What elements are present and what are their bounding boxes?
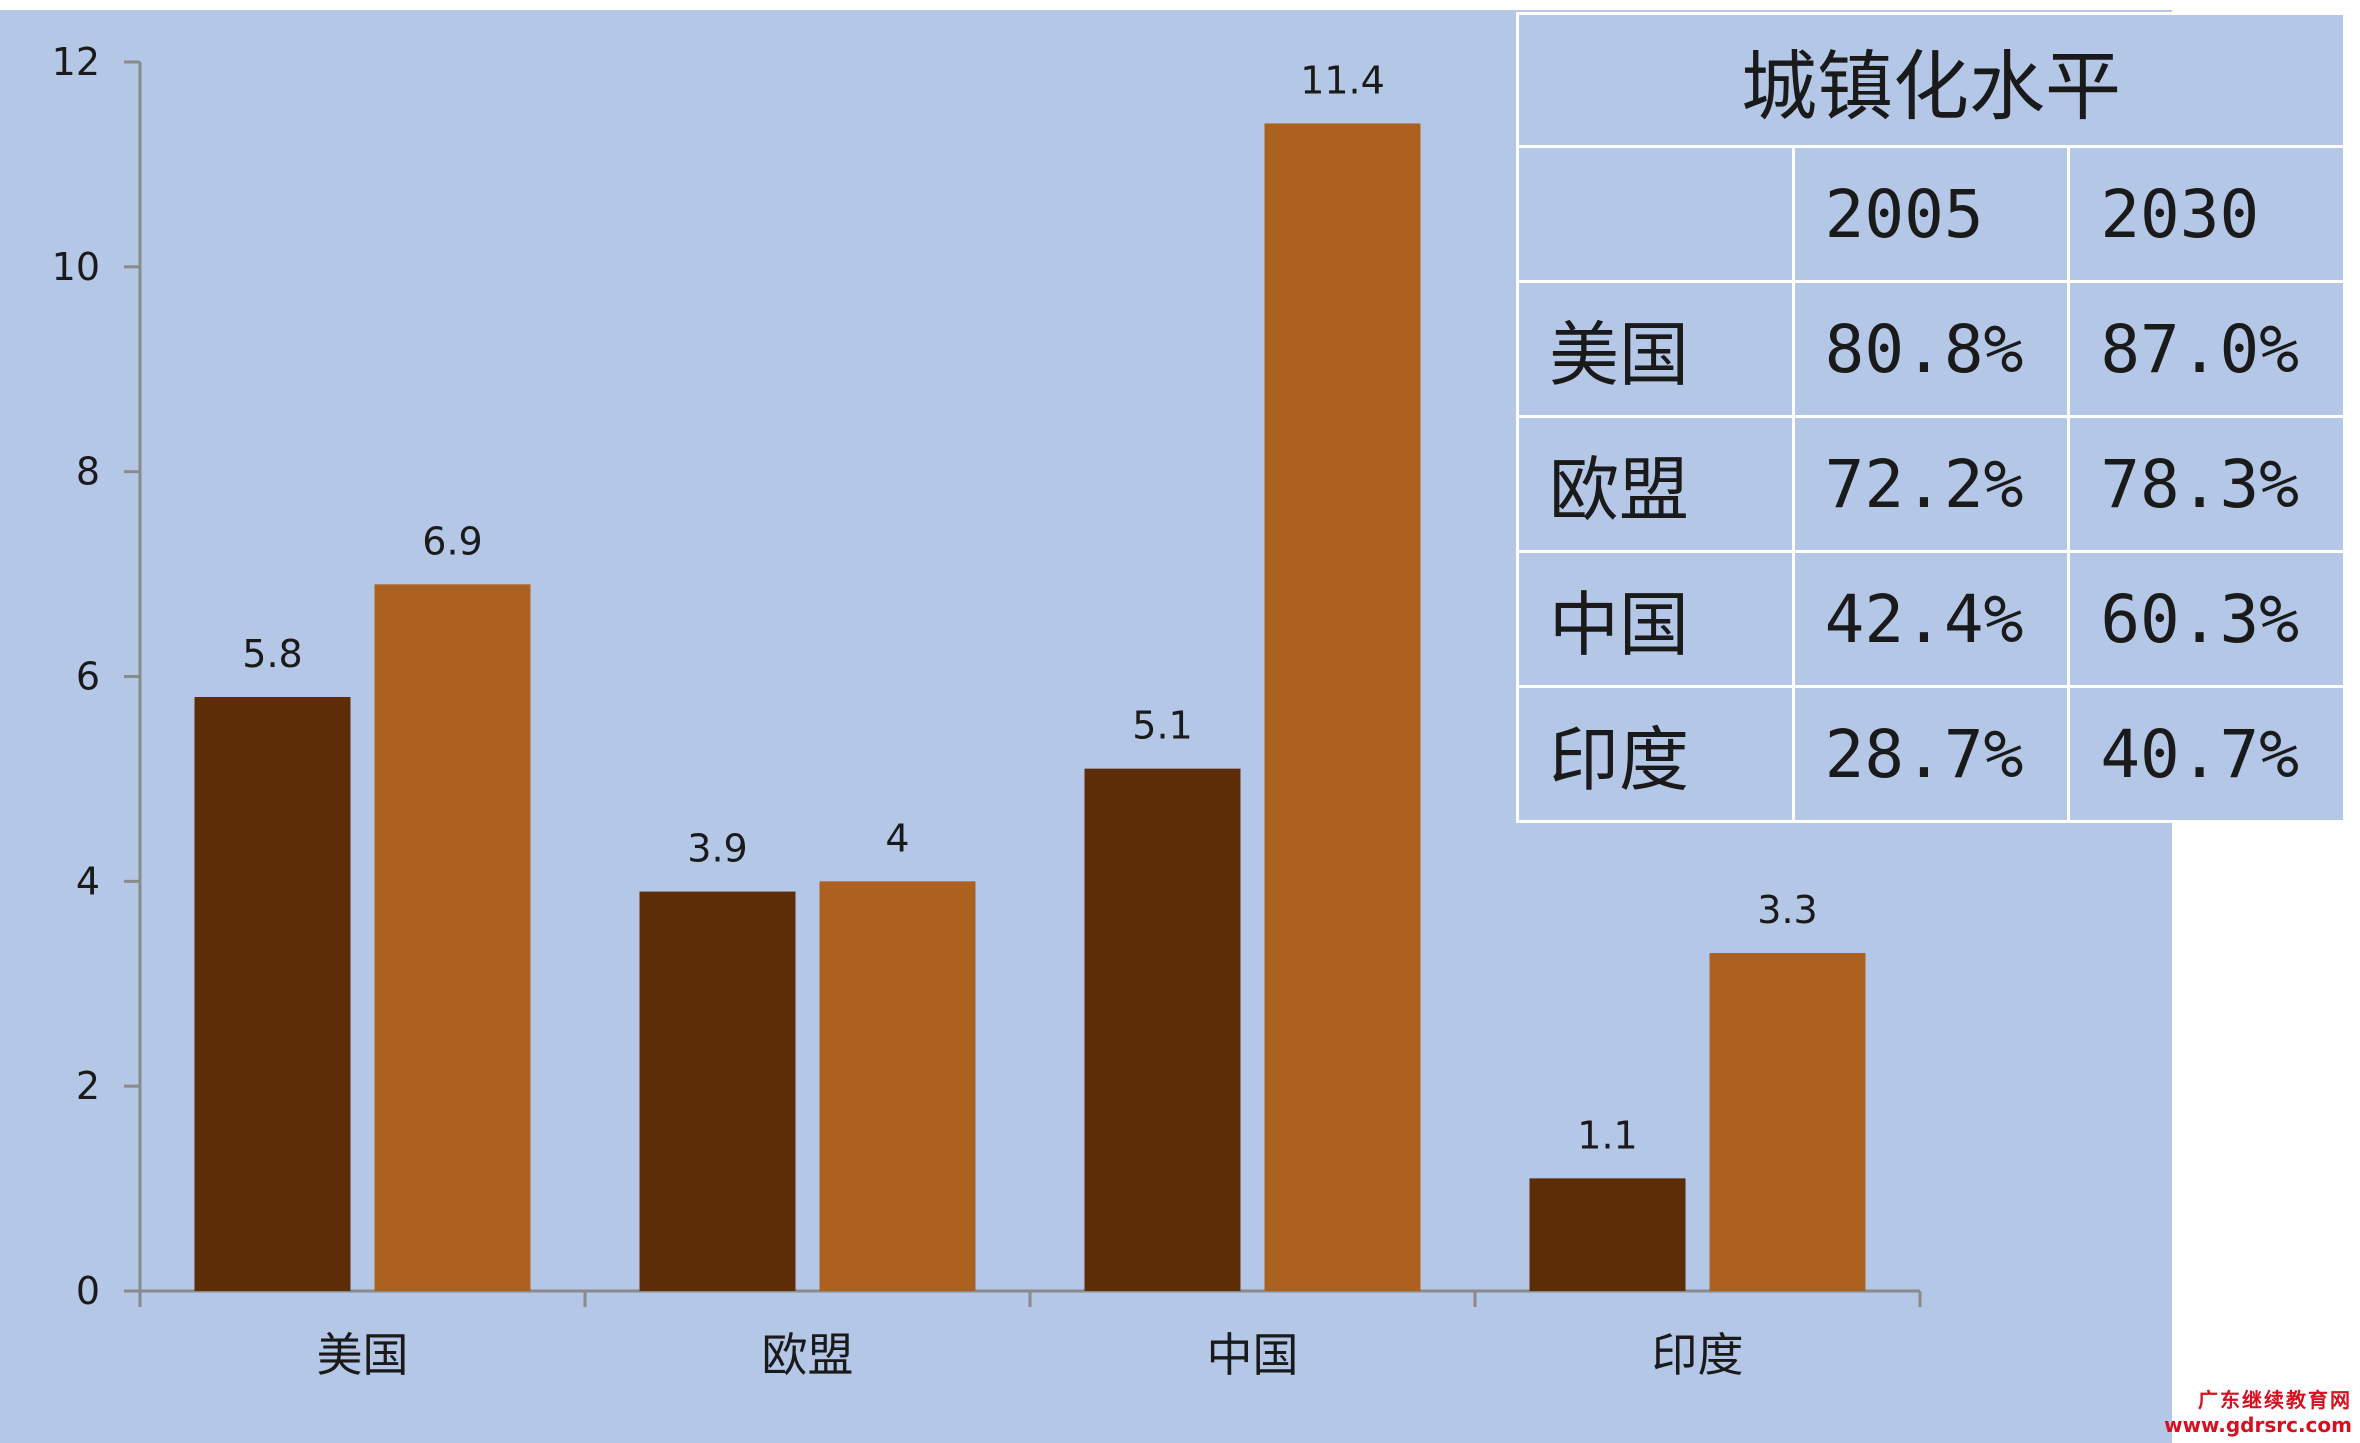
x-category-label: 中国 [1207,1328,1299,1382]
cell-2030: 60.3% [2067,550,2346,688]
watermark-title: 广东继续教育网 [2198,1388,2352,1412]
table-row: 印度 28.7% 40.7% [1516,685,2346,823]
y-tick-label: 2 [76,1064,100,1108]
table-corner [1516,145,1795,283]
cell-2005: 80.8% [1791,280,2071,418]
bar [1529,1178,1686,1291]
bar [374,584,531,1291]
x-category-label: 欧盟 [762,1328,854,1382]
bar [194,696,351,1291]
y-tick-label: 10 [52,245,100,289]
row-label: 欧盟 [1516,415,1795,553]
y-tick-label: 12 [52,40,100,84]
table-row: 美国 80.8% 87.0% [1516,280,2346,418]
cell-2005: 42.4% [1791,550,2071,688]
x-category-label: 美国 [317,1328,409,1382]
row-label: 美国 [1516,280,1795,418]
bar [819,881,976,1291]
data-labels: 5.8 3.9 5.1 1.1 6.9 4 11.4 3.3 [242,58,1817,1157]
y-tick-label: 4 [76,859,100,903]
data-label: 3.9 [687,827,747,871]
x-category-label: 印度 [1652,1328,1744,1382]
bar [1264,123,1421,1292]
data-label: 1.1 [1577,1113,1637,1157]
y-axis: 0 2 4 6 8 10 12 [52,40,142,1313]
data-label: 4 [885,816,909,860]
cell-2030: 87.0% [2067,280,2346,418]
data-label: 3.3 [1757,888,1817,932]
table-row: 中国 42.4% 60.3% [1516,550,2346,688]
watermark-url: www.gdrsrc.com [2164,1413,2352,1437]
year-header-2005: 2005 [1791,145,2071,283]
cell-2005: 28.7% [1791,685,2071,823]
table-row: 欧盟 72.2% 78.3% [1516,415,2346,553]
table-title: 城镇化水平 [1516,12,2346,148]
bar [639,891,796,1291]
watermark: 广东继续教育网 www.gdrsrc.com [2164,1384,2352,1437]
row-label: 印度 [1516,685,1795,823]
bar [1709,953,1866,1291]
cell-2005: 72.2% [1791,415,2071,553]
cell-2030: 78.3% [2067,415,2346,553]
bar [1084,768,1241,1291]
y-tick-label: 8 [76,450,100,494]
data-label: 5.8 [242,632,302,676]
y-tick-label: 0 [76,1269,100,1313]
bars [194,123,1866,1292]
row-label: 中国 [1516,550,1795,688]
year-header-2030: 2030 [2067,145,2346,283]
data-label: 11.4 [1300,58,1385,102]
data-label: 6.9 [422,519,482,563]
urbanization-table: 城镇化水平 2005 2030 美国 80.8% 87.0% 欧盟 72.2% … [1516,12,2346,823]
y-tick-label: 6 [76,655,100,699]
cell-2030: 40.7% [2067,685,2346,823]
data-label: 5.1 [1132,704,1192,748]
x-axis: 美国 欧盟 中国 印度 [138,1289,1922,1382]
